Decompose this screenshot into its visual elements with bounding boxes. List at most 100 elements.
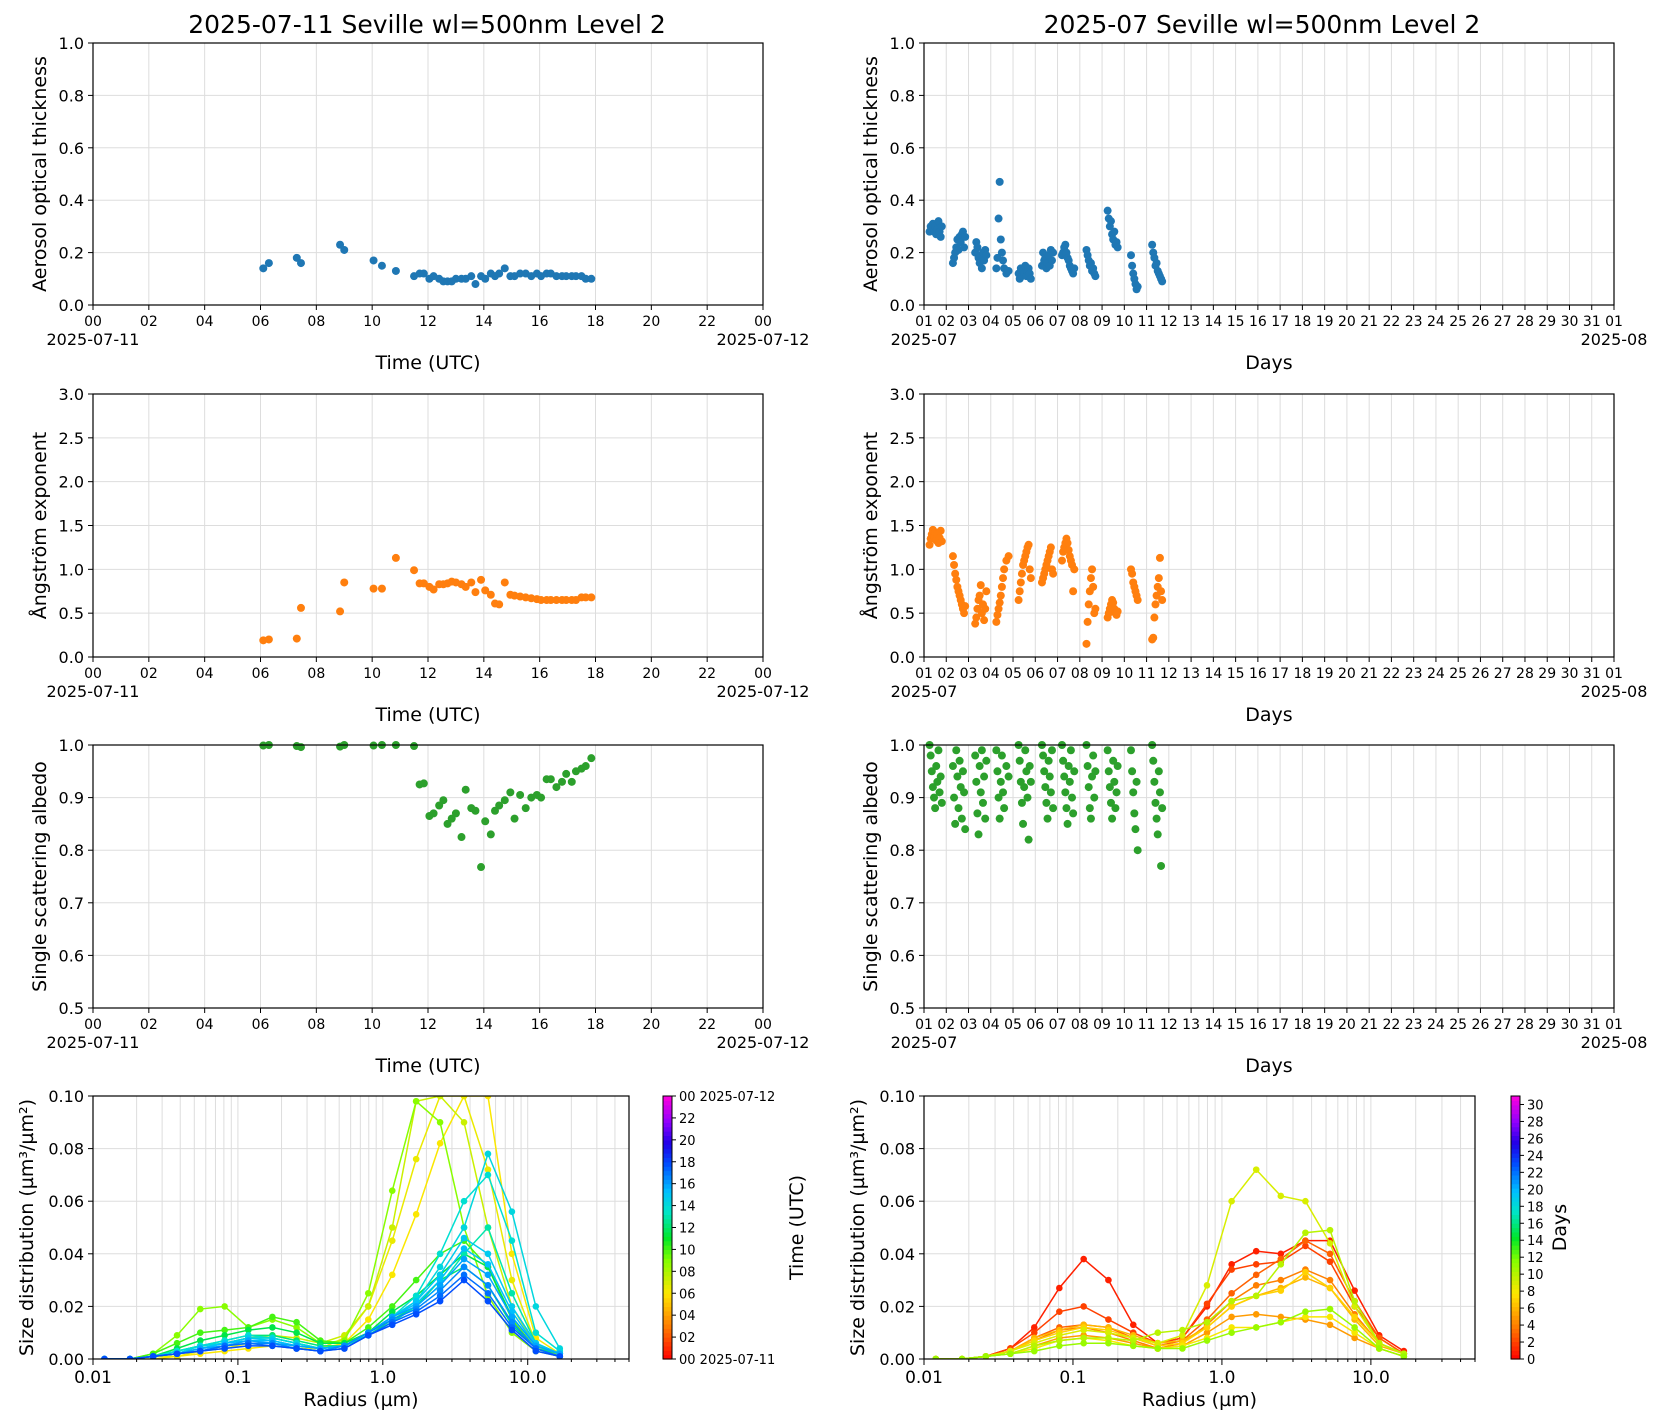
size-distribution-point <box>412 1155 420 1163</box>
data-point <box>1020 783 1029 792</box>
y-axis-label: Ångström exponent <box>28 432 51 620</box>
data-point <box>1064 762 1073 771</box>
size-distribution-point <box>196 1347 204 1355</box>
data-point <box>296 259 305 268</box>
colorbar-segment <box>663 1275 672 1281</box>
size-distribution-point <box>293 1345 300 1352</box>
y-tick-label: 0.00 <box>879 1350 915 1369</box>
size-distribution-point <box>412 1276 420 1284</box>
colorbar-segment <box>1511 1174 1520 1180</box>
x-tick-label: 11 <box>1138 666 1156 682</box>
colorbar-label: Days <box>1549 1204 1571 1251</box>
data-point <box>391 553 400 562</box>
y-tick-label: 2.5 <box>59 429 84 448</box>
data-point <box>1113 762 1122 771</box>
x-end-date-label: 2025-07-12 <box>717 330 810 349</box>
data-point <box>506 788 515 797</box>
x-tick-label: 21 <box>1360 314 1378 330</box>
size-distribution-point <box>460 1119 468 1126</box>
data-point <box>377 261 386 270</box>
colorbar-segment <box>1511 1245 1520 1251</box>
size-distribution-point <box>221 1345 228 1352</box>
size-distribution-point <box>484 1289 492 1297</box>
data-point <box>974 830 983 839</box>
x-end-date-label: 2025-07-12 <box>717 682 810 701</box>
data-point <box>997 248 1006 257</box>
x-tick-label: 06 <box>252 314 270 330</box>
data-point <box>957 814 966 823</box>
size-distribution-point <box>1030 1324 1038 1331</box>
size-distribution-point <box>1105 1339 1112 1347</box>
data-point <box>931 804 940 813</box>
colorbar-tick-label: 00 2025-07-12 <box>679 1090 775 1105</box>
data-point <box>971 619 980 628</box>
data-point <box>292 634 301 643</box>
x-tick-label: 19 <box>1316 666 1334 682</box>
size-distribution-point <box>460 1234 468 1242</box>
colorbar-segment <box>1511 1315 1520 1321</box>
data-point <box>1058 556 1066 565</box>
data-point <box>1149 633 1158 642</box>
data-point <box>537 793 546 802</box>
colorbar-label: Time (UTC) <box>786 1175 808 1281</box>
x-tick-label: 20 <box>642 666 660 682</box>
size-distribution-point <box>1326 1250 1334 1258</box>
size-distribution-point <box>484 1166 492 1173</box>
y-tick-label: 0.06 <box>879 1192 915 1211</box>
size-distribution-point <box>436 1119 444 1126</box>
size-distribution-point <box>196 1329 204 1336</box>
plot-frame <box>923 393 1615 658</box>
size-distribution-point <box>932 1355 940 1359</box>
x-tick-label: 12 <box>419 314 437 330</box>
size-distribution-point <box>364 1332 372 1339</box>
data-point <box>1017 569 1026 578</box>
data-point <box>1088 565 1097 574</box>
colorbar-tick-label: 10 <box>679 1243 696 1258</box>
x-tick-label: 08 <box>1071 1017 1089 1033</box>
size-distribution-point <box>1080 1334 1087 1342</box>
y-tick-label: 0.5 <box>890 999 915 1018</box>
x-tick-label: 30 <box>1561 666 1579 682</box>
size-distribution-point <box>460 1250 468 1258</box>
size-distribution-point <box>1351 1313 1358 1321</box>
colorbar-segment <box>1511 1183 1520 1189</box>
colorbar-tick-label: 2 <box>1527 1336 1535 1351</box>
x-tick-label: 15 <box>1227 314 1245 330</box>
x-tick-label: 00 <box>84 1017 102 1033</box>
size-distribution-point <box>1326 1239 1334 1247</box>
data-point <box>1025 565 1034 574</box>
size-distribution-point <box>1400 1353 1408 1359</box>
data-point <box>1133 596 1142 605</box>
size-distribution-point <box>1277 1276 1285 1284</box>
size-distribution-point <box>1179 1332 1186 1339</box>
data-point <box>1091 272 1100 281</box>
colorbar-segment <box>663 1240 672 1246</box>
x-tick-label: 16 <box>531 1017 549 1033</box>
size-distribution-point <box>1228 1197 1235 1205</box>
colorbar-segment <box>663 1201 672 1207</box>
y-tick-label: 0.0 <box>890 648 915 667</box>
data-point <box>997 582 1006 591</box>
colorbar-segment <box>1511 1218 1520 1224</box>
x-tick-label: 31 <box>1583 1017 1601 1033</box>
colorbar-segment <box>663 1192 672 1198</box>
data-point <box>1004 552 1013 561</box>
size-distribution-point <box>173 1350 181 1358</box>
colorbar-segment <box>663 1258 672 1264</box>
data-point <box>996 235 1005 244</box>
x-tick-label: 10 <box>1115 314 1133 330</box>
size-distribution-point <box>436 1271 444 1279</box>
data-point <box>1064 546 1073 555</box>
size-distribution-point <box>1302 1313 1309 1321</box>
data-point <box>972 613 981 622</box>
x-tick-label: 00 <box>754 314 772 330</box>
colorbar-tick-label: 18 <box>1527 1200 1544 1215</box>
data-point <box>982 251 991 260</box>
x-tick-label: 00 <box>754 1017 772 1033</box>
data-point <box>429 809 438 818</box>
data-point <box>1004 772 1013 781</box>
data-point <box>960 788 969 797</box>
data-point <box>1158 277 1167 286</box>
size-distribution-point <box>1030 1342 1038 1350</box>
